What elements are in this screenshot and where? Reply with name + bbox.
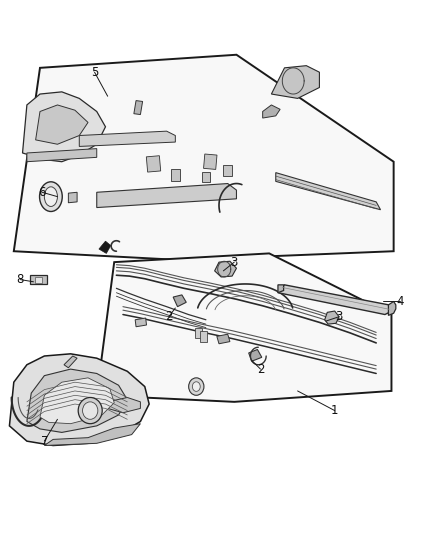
Polygon shape [108,398,141,413]
Polygon shape [35,277,42,282]
Polygon shape [44,424,141,446]
Ellipse shape [78,398,102,424]
Polygon shape [99,241,111,253]
Polygon shape [134,101,143,115]
Polygon shape [278,285,394,314]
Polygon shape [278,285,284,293]
Polygon shape [249,350,262,361]
Text: 2: 2 [257,362,264,376]
Ellipse shape [44,187,57,206]
Polygon shape [27,149,97,161]
Polygon shape [35,105,88,144]
Ellipse shape [192,382,200,391]
Ellipse shape [82,402,98,419]
Polygon shape [170,169,180,181]
Text: 5: 5 [91,66,98,79]
Polygon shape [173,295,186,306]
Polygon shape [263,105,280,118]
Text: 4: 4 [396,295,404,308]
Text: 2: 2 [165,310,173,323]
Bar [200,331,207,342]
Polygon shape [201,172,210,182]
Polygon shape [14,55,394,260]
Polygon shape [217,334,230,344]
Polygon shape [22,92,106,161]
Polygon shape [30,275,46,284]
Polygon shape [97,183,237,207]
Text: 3: 3 [230,256,238,269]
Ellipse shape [39,182,62,212]
Polygon shape [135,318,147,327]
Bar [195,328,202,338]
Text: 1: 1 [331,404,339,417]
Polygon shape [223,165,232,176]
Polygon shape [10,354,149,446]
Polygon shape [40,378,114,424]
Polygon shape [215,261,237,277]
Polygon shape [79,131,175,147]
Polygon shape [272,66,319,99]
Text: 6: 6 [39,186,46,199]
Polygon shape [389,302,396,316]
Polygon shape [27,369,127,432]
Polygon shape [204,154,217,169]
Polygon shape [97,253,392,402]
Text: 8: 8 [17,273,24,286]
Polygon shape [146,156,161,172]
Ellipse shape [189,378,204,395]
Polygon shape [68,192,77,203]
Text: 7: 7 [41,434,48,448]
Polygon shape [325,311,339,324]
Text: 3: 3 [336,310,343,323]
Polygon shape [64,356,77,368]
Polygon shape [276,173,381,210]
